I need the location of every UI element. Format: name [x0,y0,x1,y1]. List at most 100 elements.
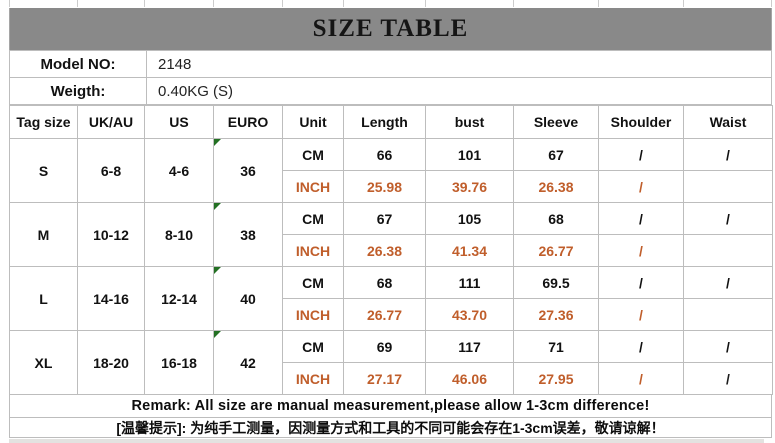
unit-inch-label: INCH [282,298,344,331]
col-header-bust: bust [425,105,514,139]
header-row: Tag size UK/AU US EURO Unit Length bust … [9,105,773,139]
size-xl-uk-au: 18-20 [77,330,145,395]
size-l-euro: 40 [213,266,283,331]
l-cm-sleeve: 69.5 [513,266,599,299]
size-l-inch-row: INCH 26.77 43.70 27.36 / [10,298,773,331]
xl-inch-sleeve: 27.95 [513,362,599,395]
col-header-us: US [144,105,214,139]
unit-cm-label: CM [282,138,344,171]
col-header-euro: EURO [213,105,283,139]
s-inch-bust: 39.76 [425,170,514,203]
size-chart-table: Tag size UK/AU US EURO Unit Length bust … [9,105,773,395]
m-cm-shoulder: / [598,202,684,235]
size-m-inch-row: INCH 26.38 41.34 26.77 / [10,234,773,267]
cell-comment-triangle-icon [214,331,221,338]
l-inch-shoulder: / [598,298,684,331]
size-l-uk-au: 14-16 [77,266,145,331]
xl-inch-bust: 46.06 [425,362,514,395]
m-cm-waist: / [683,202,773,235]
cell-comment-triangle-icon [214,139,221,146]
l-cm-bust: 111 [425,266,514,299]
xl-cm-shoulder: / [598,330,684,363]
l-inch-sleeve: 27.36 [513,298,599,331]
col-header-waist: Waist [683,105,773,139]
s-cm-shoulder: / [598,138,684,171]
unit-inch-label: INCH [282,170,344,203]
s-cm-length: 66 [343,138,426,171]
m-inch-waist [683,234,773,267]
unit-inch-label: INCH [282,362,344,395]
remark-chinese: [温馨提示]: 为纯手工测量，因测量方式和工具的不同可能会存在1-3cm误差，敬… [9,418,772,438]
size-l-us: 12-14 [144,266,214,331]
l-inch-waist [683,298,773,331]
m-inch-sleeve: 26.77 [513,234,599,267]
weight-label: Weigth: [10,78,147,104]
cell-comment-triangle-icon [214,267,221,274]
size-xl-euro: 42 [213,330,283,395]
unit-cm-label: CM [282,266,344,299]
l-inch-bust: 43.70 [425,298,514,331]
remark-english: Remark: All size are manual measurement,… [9,395,772,418]
size-s-uk-au: 6-8 [77,138,145,203]
size-table-sheet: SIZE TABLE Model NO: 2148 Weigth: 0.40KG… [9,0,773,443]
model-number-row: Model NO: 2148 [9,50,772,78]
xl-inch-length: 27.17 [343,362,426,395]
model-number-value: 2148 [158,55,192,73]
m-inch-length: 26.38 [343,234,426,267]
m-cm-length: 67 [343,202,426,235]
size-xl-inch-row: INCH 27.17 46.06 27.95 / / [10,362,773,395]
size-s-us: 4-6 [144,138,214,203]
weight-row: Weigth: 0.40KG (S) [9,78,772,105]
s-cm-waist: / [683,138,773,171]
col-header-shoulder: Shoulder [598,105,684,139]
size-s-inch-row: INCH 25.98 39.76 26.38 / [10,170,773,203]
unit-cm-label: CM [282,330,344,363]
col-header-tag-size: Tag size [9,105,78,139]
page-title: SIZE TABLE [312,15,469,42]
col-header-length: Length [343,105,426,139]
bottom-gray-strip [9,439,764,443]
model-number-label: Model NO: [10,51,147,77]
size-m-tag: M [9,202,78,267]
col-header-unit: Unit [282,105,344,139]
title-band: SIZE TABLE [9,8,772,50]
s-inch-length: 25.98 [343,170,426,203]
m-cm-bust: 105 [425,202,514,235]
l-cm-length: 68 [343,266,426,299]
size-m-cm-row: M 10-12 8-10 38 CM 67 105 68 / / [9,202,773,267]
l-cm-shoulder: / [598,266,684,299]
size-xl-cm-row: XL 18-20 16-18 42 CM 69 117 71 / / [9,330,773,395]
s-inch-waist [683,170,773,203]
xl-inch-shoulder: / [598,362,684,395]
size-s-tag: S [9,138,78,203]
xl-cm-sleeve: 71 [513,330,599,363]
size-l-cm-row: L 14-16 12-14 40 CM 68 111 69.5 / / [9,266,773,331]
size-s-euro: 36 [213,138,283,203]
size-s-cm-row: S 6-8 4-6 36 CM 66 101 67 / / [9,138,773,203]
l-inch-length: 26.77 [343,298,426,331]
size-xl-tag: XL [9,330,78,395]
xl-cm-bust: 117 [425,330,514,363]
size-m-us: 8-10 [144,202,214,267]
m-inch-shoulder: / [598,234,684,267]
size-l-tag: L [9,266,78,331]
size-m-uk-au: 10-12 [77,202,145,267]
col-header-sleeve: Sleeve [513,105,599,139]
top-gridline-ticks [9,0,772,8]
m-inch-bust: 41.34 [425,234,514,267]
s-inch-sleeve: 26.38 [513,170,599,203]
unit-inch-label: INCH [282,234,344,267]
xl-cm-waist: / [683,330,773,363]
cell-comment-triangle-icon [214,203,221,210]
size-xl-us: 16-18 [144,330,214,395]
s-cm-sleeve: 67 [513,138,599,171]
xl-inch-waist: / [683,362,773,395]
l-cm-waist: / [683,266,773,299]
xl-cm-length: 69 [343,330,426,363]
s-cm-bust: 101 [425,138,514,171]
weight-value: 0.40KG (S) [158,82,234,100]
m-cm-sleeve: 68 [513,202,599,235]
size-m-euro: 38 [213,202,283,267]
unit-cm-label: CM [282,202,344,235]
col-header-uk-au: UK/AU [77,105,145,139]
